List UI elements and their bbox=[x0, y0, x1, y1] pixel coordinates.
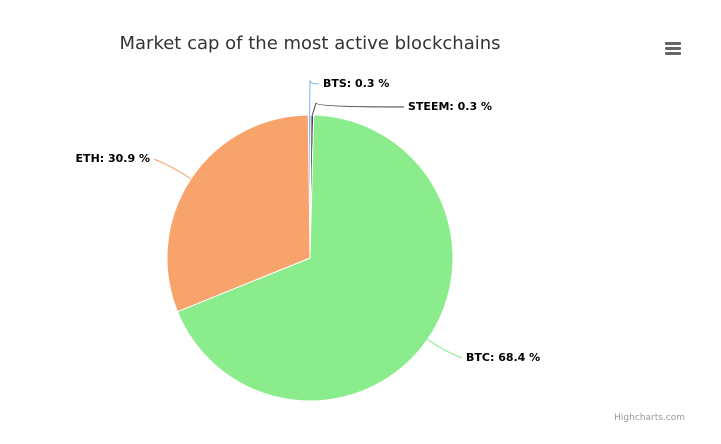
connector-eth bbox=[153, 158, 192, 180]
connector-steem bbox=[311, 102, 405, 116]
pie-slice-btc[interactable] bbox=[176, 114, 454, 402]
connector-btc bbox=[427, 339, 463, 359]
context-menu-button[interactable] bbox=[660, 36, 686, 60]
data-label-btc: BTC: 68.4 % bbox=[466, 351, 540, 364]
hamburger-icon bbox=[665, 42, 681, 45]
credits-link[interactable]: Highcharts.com bbox=[614, 413, 685, 423]
data-label-steem: STEEM: 0.3 % bbox=[408, 100, 492, 113]
data-label-bts: BTS: 0.3 % bbox=[323, 77, 389, 90]
hamburger-icon bbox=[665, 47, 681, 50]
hamburger-icon bbox=[665, 52, 681, 55]
chart-title: Market cap of the most active blockchain… bbox=[119, 33, 501, 54]
data-label-eth: ETH: 30.9 % bbox=[76, 152, 150, 165]
connector-bts bbox=[309, 79, 320, 116]
